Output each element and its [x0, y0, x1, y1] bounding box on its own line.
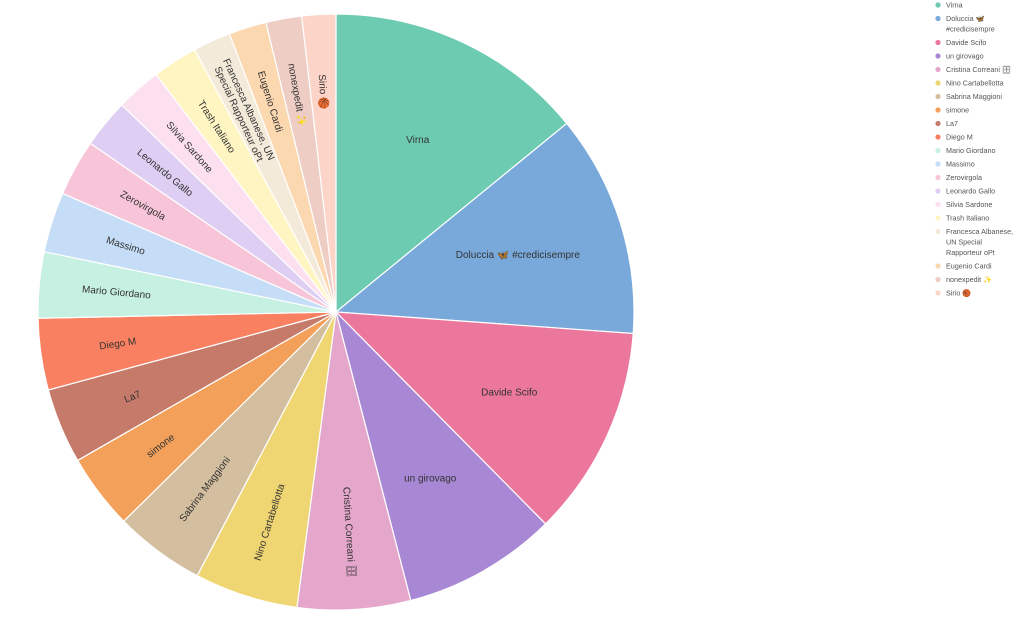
legend-swatch — [935, 188, 941, 194]
legend-swatch — [935, 174, 941, 181]
legend-label: Eugenio Cardi — [946, 262, 992, 271]
legend-swatch — [935, 80, 941, 86]
legend-label: Massimo — [946, 160, 975, 169]
legend-swatch — [935, 66, 941, 73]
legend-label: Zerovirgola — [946, 173, 982, 182]
legend-swatch — [935, 263, 941, 269]
legend-label: Cristina Correani 🗄 — [946, 65, 1011, 74]
legend-swatch — [935, 161, 941, 167]
legend-swatch — [935, 120, 941, 127]
legend-item-massimo[interactable]: Massimo — [935, 160, 975, 169]
legend-item-nonexpedit[interactable]: nonexpedit ✨ — [935, 275, 992, 284]
legend-label: Silvia Sardone — [946, 200, 992, 209]
slice-label-virna: Virna — [406, 135, 430, 146]
legend-item-leonardo-gallo[interactable]: Leonardo Gallo — [935, 187, 995, 196]
legend-label: Virna — [946, 1, 963, 10]
legend-swatch — [935, 53, 941, 59]
legend-swatch — [935, 107, 941, 113]
legend-swatch — [935, 2, 941, 8]
legend-label: nonexpedit ✨ — [946, 275, 992, 284]
legend-label: Sabrina Maggioni — [946, 92, 1002, 101]
slice-label-sirio: Sirio 🏀 — [316, 74, 331, 110]
legend-label: Sirio 🏀 — [946, 288, 971, 299]
legend-item-francesca-albanese-un-special-rapporteur-opt[interactable]: Francesca Albanese, UN Special Rapporteur … — [935, 227, 1013, 257]
slice-label-diego-m: Diego M — [99, 336, 137, 352]
legend-item-virna[interactable]: Virna — [935, 1, 963, 10]
legend-item-zerovirgola[interactable]: Zerovirgola — [935, 173, 982, 182]
legend-label: La7 — [946, 119, 958, 128]
legend-swatch — [935, 93, 941, 100]
legend-item-doluccia-credicisempre[interactable]: Doluccia 🦋 #credicisempre — [935, 14, 995, 34]
slice-label-cristina-correani: Cristina Correani 🗄 — [340, 487, 357, 578]
pie-slices — [37, 13, 635, 611]
legend-label: Francesca Albanese, UN Special Rapporteur … — [946, 227, 1013, 257]
legend-item-silvia-sardone[interactable]: Silvia Sardone — [935, 200, 992, 209]
legend-item-un-girovago[interactable]: un girovago — [935, 52, 984, 61]
legend-item-la7[interactable]: La7 — [935, 119, 958, 128]
pie-slice-virna — [335, 13, 568, 314]
legend-label: un girovago — [946, 52, 984, 61]
legend-item-diego-m[interactable]: Diego M — [935, 133, 973, 142]
legend-item-eugenio-cardi[interactable]: Eugenio Cardi — [935, 262, 992, 271]
slice-label-un-girovago: un girovago — [404, 473, 457, 484]
legend-item-davide-scifo[interactable]: Davide Scifo — [935, 38, 986, 47]
legend-item-nino-cartabellotta[interactable]: Nino Cartabellotta — [935, 79, 1004, 88]
legend-swatch — [935, 147, 941, 154]
legend-swatch — [935, 215, 941, 221]
slice-label-davide-scifo: Davide Scifo — [481, 387, 538, 398]
legend-swatch — [935, 290, 941, 296]
legend-swatch — [935, 15, 941, 22]
legend-swatch — [935, 134, 941, 140]
legend-label: Leonardo Gallo — [946, 187, 995, 196]
legend-item-sabrina-maggioni[interactable]: Sabrina Maggioni — [935, 92, 1002, 101]
legend-label: Trash Italiano — [946, 214, 989, 223]
pie-slice-davide-scifo — [334, 311, 634, 525]
pie-slice-un-girovago — [334, 309, 547, 602]
legend-item-sirio[interactable]: Sirio 🏀 — [935, 288, 971, 299]
legend-swatch — [935, 276, 941, 283]
legend-label: Doluccia 🦋 #credicisempre — [946, 14, 995, 34]
legend-label: Diego M — [946, 133, 973, 142]
legend-swatch — [935, 201, 941, 208]
legend-item-trash-italiano[interactable]: Trash Italiano — [935, 214, 989, 223]
legend-label: Nino Cartabellotta — [946, 79, 1004, 88]
legend-item-simone[interactable]: simone — [935, 106, 969, 115]
pie-slice-doluccia-credicisempre — [334, 122, 635, 335]
legend-swatch — [935, 39, 941, 46]
legend-label: Mario Giordano — [946, 146, 996, 155]
legend-item-mario-giordano[interactable]: Mario Giordano — [935, 146, 996, 155]
legend-item-cristina-correani[interactable]: Cristina Correani 🗄 — [935, 65, 1011, 74]
pie-slice-sirio — [300, 13, 337, 313]
legend-label: Davide Scifo — [946, 38, 986, 47]
legend-swatch — [935, 228, 941, 235]
slice-label-doluccia-credicisempre: Doluccia 🦋 #credicisempre — [456, 250, 581, 261]
legend-label: simone — [946, 106, 969, 115]
chart-legend: Virna Doluccia 🦋 #credicisempre Davide Scif… — [935, 1, 1013, 299]
